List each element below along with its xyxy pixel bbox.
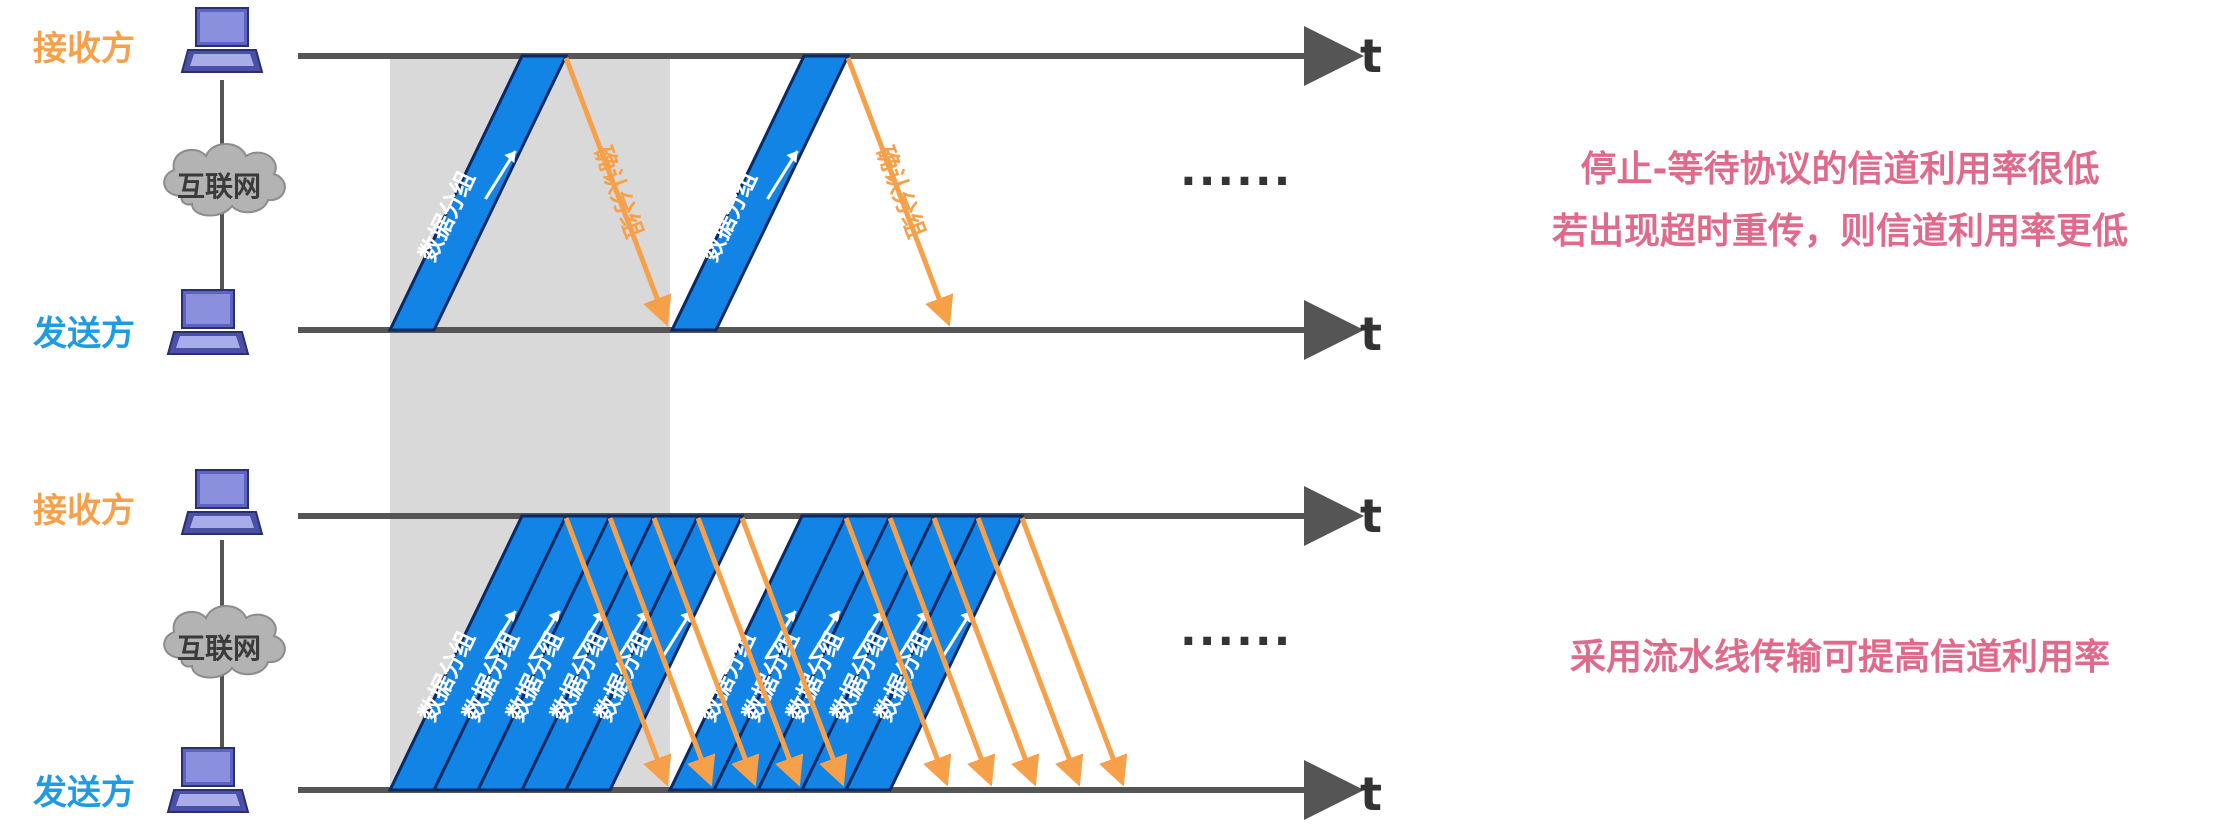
ack-packet (563, 517, 672, 787)
bottom-time-label-sender: t (1360, 767, 1382, 821)
laptop-icon (181, 7, 263, 73)
ack-arrow (931, 517, 1040, 787)
arrow-head (784, 611, 796, 623)
top-sender-label: 发送方 (33, 314, 135, 354)
bottom-receiver-label: 接收方 (33, 491, 135, 531)
ack-packet (1019, 517, 1128, 787)
ack-arrow (845, 57, 954, 327)
arrow-head (548, 611, 560, 623)
ack-arrow (651, 517, 760, 787)
ack-arrow (607, 517, 716, 787)
ack-packet (739, 517, 848, 787)
ack-packet (931, 517, 1040, 787)
ack-packet: 确认分组 (845, 57, 954, 327)
ack-packet (887, 517, 996, 787)
bottom-sender-label: 发送方 (33, 773, 135, 813)
ack-arrow (1019, 517, 1128, 787)
ack-arrow (563, 517, 672, 787)
packet-shape (563, 514, 745, 792)
ack-arrow (975, 517, 1084, 787)
ack-packet (695, 517, 804, 787)
arrow-head (828, 611, 840, 623)
top-ellipsis: ······ (1180, 156, 1292, 207)
ack-packet (607, 517, 716, 787)
top-time-label-sender: t (1360, 307, 1382, 361)
ack-packet (843, 517, 952, 787)
arrow-head (504, 151, 516, 163)
data-packet: 数据分组 (669, 54, 851, 332)
laptop-icon (167, 747, 249, 813)
ack-arrow (739, 517, 848, 787)
top-network-label: 互联网 (177, 170, 261, 203)
arrow-head (504, 611, 516, 623)
note-stop-wait: 停止-等待协议的信道利用率很低 (1580, 149, 2100, 190)
bottom-time-label-receiver: t (1360, 489, 1382, 543)
laptop-icon (167, 289, 249, 355)
ack-arrow (843, 517, 952, 787)
ack-packet (651, 517, 760, 787)
packet-shape (669, 54, 851, 332)
note-pipeline: 采用流水线传输可提高信道利用率 (1569, 637, 2110, 678)
data-packet: 数据分组 (387, 514, 569, 792)
top-packets: 数据分组 数据分组 (387, 54, 851, 332)
bottom-acks (563, 517, 1128, 787)
packet-shape (843, 514, 1025, 792)
packet-shape (387, 54, 569, 332)
ack-arrow (887, 517, 996, 787)
ack-arrow (563, 57, 672, 327)
ack-label: 确认分组 (870, 142, 930, 242)
note-timeout: 若出现超时重传，则信道利用率更低 (1551, 211, 2128, 252)
ack-packet (975, 517, 1084, 787)
laptop-icon (181, 469, 263, 535)
bottom-ellipsis: ······ (1180, 616, 1292, 667)
bottom-network-label: 互联网 (177, 632, 261, 665)
top-diagram: 接收方 发送方 互联网 t t 数据分组 数据分组 确认分组 确认分组 ······ (33, 7, 1382, 361)
top-time-label-receiver: t (1360, 29, 1382, 83)
top-receiver-label: 接收方 (33, 29, 135, 69)
arrow-head (786, 151, 798, 163)
ack-arrow (695, 517, 804, 787)
